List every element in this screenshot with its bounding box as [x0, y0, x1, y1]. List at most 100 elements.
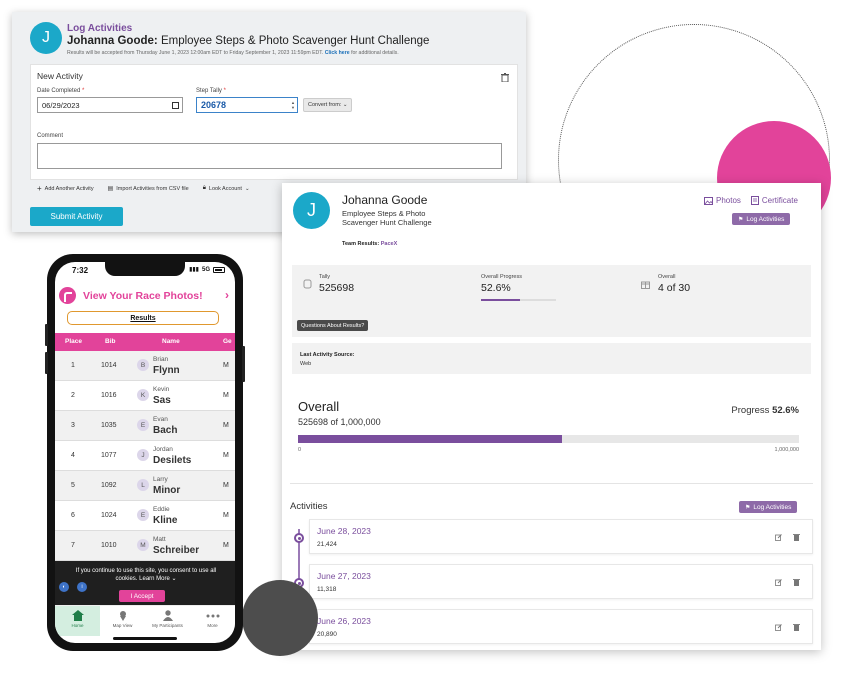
nav-more[interactable]: More: [190, 606, 235, 636]
first-name: Evan: [153, 416, 168, 423]
questions-about-results-button[interactable]: Questions About Results?: [297, 320, 369, 331]
avatar: J: [293, 192, 330, 229]
column-place: Place: [65, 338, 82, 345]
bib: 1035: [101, 422, 117, 429]
required-marker: *: [223, 88, 226, 94]
step-tally-label: Step Tally *: [196, 88, 226, 94]
log-activities-panel: J Log Activities Johanna Goode: Employee…: [12, 12, 526, 232]
convert-from-dropdown[interactable]: Convert from: ⌄: [303, 98, 353, 112]
log-activities-button[interactable]: ⚑ Log Activities: [739, 501, 798, 513]
gender: M: [223, 542, 229, 549]
nav-home[interactable]: Home: [55, 606, 100, 636]
table-row[interactable]: 4 1077 J Jordan Desilets M: [55, 441, 235, 471]
network-label: 5G: [201, 266, 210, 273]
table-row[interactable]: 6 1024 E Eddie Kline M: [55, 501, 235, 531]
column-name: Name: [162, 338, 180, 345]
comment-textarea[interactable]: [37, 143, 502, 169]
details-link[interactable]: Click here: [324, 50, 350, 56]
nav-map-view[interactable]: Map View: [100, 606, 145, 636]
log-activities-button[interactable]: ⚑ Log Activities: [732, 213, 791, 225]
overall-progress-fill: [298, 435, 562, 443]
home-indicator: [113, 637, 177, 640]
learn-more-link[interactable]: Learn More ⌄: [139, 576, 176, 582]
trash-icon[interactable]: [501, 73, 509, 82]
avatar: J: [137, 449, 149, 461]
info-icon[interactable]: i: [77, 582, 87, 592]
date-completed-input[interactable]: 06/29/2023: [37, 97, 183, 113]
first-name: Larry: [153, 476, 168, 483]
flag-icon: ⚑: [738, 216, 744, 223]
timeline-dot: [294, 533, 304, 543]
certificate-link[interactable]: Certificate: [750, 196, 798, 205]
stats-summary: Tally 525698 Overall Progress 52.6% Over…: [292, 265, 811, 337]
step-tally-input[interactable]: 20678 ▲ ▼: [196, 97, 298, 113]
table-row[interactable]: 7 1010 M Matt Schreiber M: [55, 531, 235, 561]
status-time: 7:32: [72, 266, 89, 275]
trash-icon[interactable]: [793, 533, 800, 541]
image-icon: [704, 196, 713, 205]
results-table-header: Place Bib Name Ge: [55, 333, 235, 351]
tally-value: 525698: [319, 282, 355, 294]
last-name: Kline: [153, 515, 178, 526]
edit-icon[interactable]: [775, 579, 782, 586]
results-tab[interactable]: Results: [67, 311, 219, 325]
overall-title: Overall: [298, 399, 340, 414]
activity-value: 11,318: [317, 586, 337, 593]
tally-value: 20678: [201, 100, 227, 110]
table-row[interactable]: 5 1092 L Larry Minor M: [55, 471, 235, 501]
phone-mockup: 7:32 ▮▮▮ 5G View Your Race Photos! › Res…: [45, 254, 245, 651]
table-row[interactable]: 3 1035 E Evan Bach M: [55, 411, 235, 441]
overall-rank-value: 4 of 30: [658, 282, 691, 294]
submit-activity-button[interactable]: Submit Activity: [30, 207, 123, 226]
date-label-text: Date Completed: [37, 88, 81, 94]
place: 5: [71, 482, 75, 489]
certificate-icon: [750, 196, 759, 205]
bib: 1010: [101, 542, 117, 549]
nav-my-participants[interactable]: My Participants: [145, 606, 190, 636]
table-row[interactable]: 1 1014 B Brian Flynn M: [55, 351, 235, 381]
trash-icon[interactable]: [793, 623, 800, 631]
result-links: Photos Certificate: [704, 196, 798, 205]
race-photos-banner[interactable]: View Your Race Photos! ›: [55, 284, 235, 306]
avatar: M: [137, 539, 149, 551]
cookie-message: If you continue to use this site, you co…: [75, 568, 217, 582]
accessibility-icon[interactable]: ◐: [59, 582, 69, 592]
edit-icon[interactable]: [775, 534, 782, 541]
activity-card: June 28, 2023 21,424: [294, 519, 813, 554]
import-csv-button[interactable]: ▤ Import Activities from CSV file: [108, 185, 189, 193]
place: 2: [71, 392, 75, 399]
gender: M: [223, 482, 229, 489]
table-row[interactable]: 2 1016 K Kevin Sas M: [55, 381, 235, 411]
overall-progress-value: 52.6%: [481, 282, 511, 294]
participant-name: Johanna Goode: [342, 193, 428, 207]
photos-link[interactable]: Photos: [704, 196, 741, 205]
cookie-text: If you continue to use this site, you co…: [65, 567, 227, 583]
photos-label: Photos: [716, 196, 741, 205]
team-label: Team Results:: [342, 241, 380, 247]
activity-card: June 27, 2023 11,318: [294, 564, 813, 599]
log-activities-label: Log Activities: [746, 215, 785, 223]
bottom-navigation: Home Map View My Participants More: [55, 605, 235, 636]
gender: M: [223, 512, 229, 519]
trash-icon[interactable]: [793, 578, 800, 586]
last-name: Minor: [153, 485, 181, 496]
progress-max-label: 1,000,000: [774, 447, 799, 453]
edit-icon[interactable]: [775, 624, 782, 631]
nav-map-label: Map View: [112, 623, 133, 628]
chevron-down-icon: ⌄: [171, 576, 177, 582]
steps-icon: [303, 279, 312, 289]
overall-progress-track: [298, 435, 799, 443]
avatar: B: [137, 359, 149, 371]
date-completed-label: Date Completed *: [37, 88, 84, 94]
accept-cookies-button[interactable]: I Accept: [119, 590, 165, 602]
phone-power-button: [242, 346, 245, 382]
add-another-activity-button[interactable]: + Add Another Activity: [37, 184, 94, 193]
stepper-arrows-icon[interactable]: ▲ ▼: [291, 100, 295, 110]
team-link[interactable]: PaceX: [380, 241, 398, 247]
team-results: Team Results: PaceX: [342, 241, 397, 247]
phone-volume-button: [45, 352, 48, 374]
look-account-dropdown[interactable]: 🔒︎ Look Account ⌄: [203, 185, 250, 192]
calendar-icon[interactable]: [172, 102, 179, 109]
column-gender: Ge: [223, 338, 232, 345]
flag-icon: ⚑: [745, 504, 751, 511]
